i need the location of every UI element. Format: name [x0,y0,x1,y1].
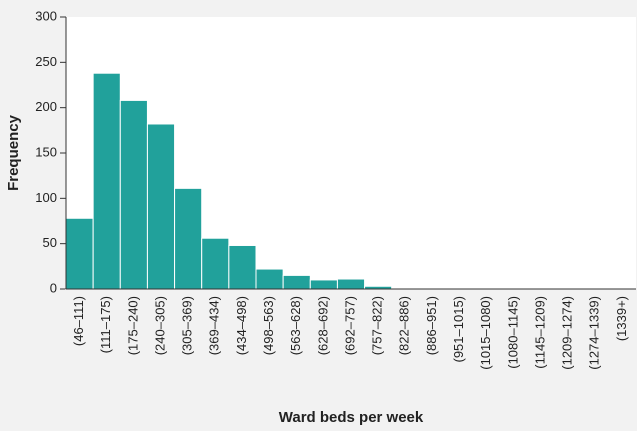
bar [201,237,230,290]
x-tick-label: (563–628) [288,296,303,355]
bar [174,187,203,290]
bar [92,72,121,290]
x-tick-label: (628–692) [315,296,330,355]
x-tick-label: (434–498) [234,296,249,355]
x-axis-title: Ward beds per week [279,409,424,426]
x-tick-label: (305–369) [180,296,195,355]
bar [65,217,94,290]
bar [309,279,338,290]
x-tick-label: (111–175) [98,296,113,353]
bar [282,274,311,290]
y-tick-label: 250 [35,54,57,69]
x-tick-label: (951–1015) [451,296,466,363]
x-tick-label: (757–822) [370,296,385,355]
x-tick-label: (886–951) [424,296,439,355]
bar [255,268,284,290]
x-tick-label: (1339+) [614,296,629,341]
bar [119,99,148,290]
x-tick-label: (498–563) [261,296,276,355]
x-tick-label: (1274–1339) [587,296,602,370]
x-tick-label: (1209–1274) [560,296,575,370]
x-tick-label: (369–434) [207,296,222,355]
y-tick-label: 50 [43,235,57,250]
bar [336,278,366,290]
x-tick-label: (1015–1080) [478,296,493,370]
y-tick-label: 100 [35,190,57,205]
y-tick-label: 300 [35,8,57,23]
x-tick-label: (1080–1145) [505,296,520,369]
y-tick-label: 150 [35,144,57,159]
bar [228,244,257,290]
x-tick-label: (175–240) [125,296,140,355]
y-tick-label: 200 [35,99,57,114]
x-tick-label: (46–111) [71,296,86,346]
y-axis-title: Frequency [5,114,22,191]
bar [146,123,176,290]
x-tick-label: (1145–1209) [532,296,547,369]
x-tick-label: (822–886) [397,296,412,355]
x-tick-label: (692–757) [342,296,357,355]
x-tick-label: (240–305) [152,296,167,355]
y-tick-label: 0 [50,280,57,295]
